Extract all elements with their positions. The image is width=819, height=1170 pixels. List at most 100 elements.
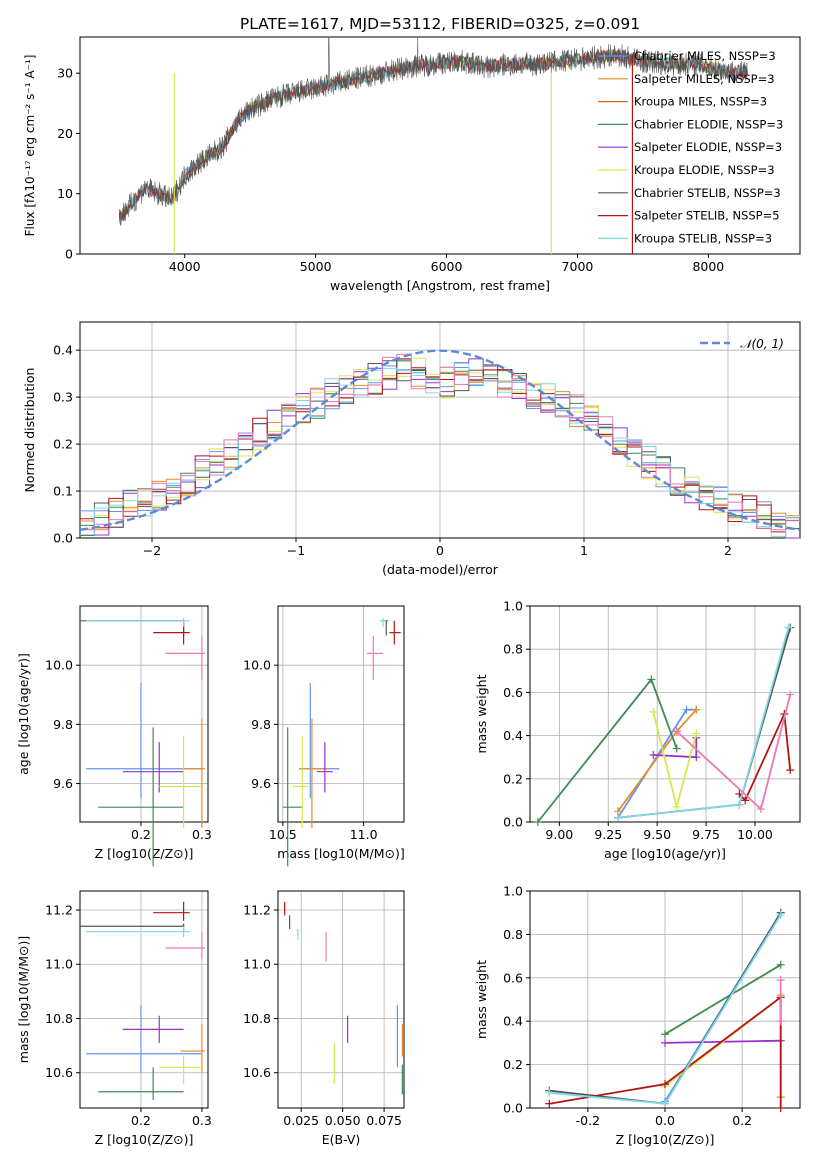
weight_vs_age-marker: [692, 705, 701, 714]
residuals-ytick-label: 0.4: [53, 343, 73, 358]
mass_vs_ebv-ytick-label: 11.0: [243, 957, 271, 972]
weight_vs_age-ytick-label: 0.8: [503, 642, 523, 657]
spectrum-xlabel: wavelength [Angstrom, rest frame]: [330, 278, 550, 293]
weight_vs_Z-ytick-label: 0.0: [503, 1101, 523, 1116]
age_vs_mass-xtick-label: 11.0: [350, 827, 378, 842]
weight_vs_Z-xtick-label: 0.2: [732, 1113, 752, 1128]
weight_vs_age-marker: [735, 800, 744, 809]
weight_vs_Z-marker: [776, 1104, 785, 1112]
age_vs_mass-ytick-label: 9.8: [251, 717, 271, 732]
weight_vs_age-frame: [529, 605, 801, 823]
weight_vs_age-series-line: [652, 711, 698, 808]
spectrum-ytick-label: 20: [57, 126, 73, 141]
mass_vs_Z-ytick-label: 10.6: [45, 1065, 73, 1080]
age_vs_mass-xtick-label: 10.5: [269, 827, 297, 842]
mass_vs_ebv-ytick-label: 10.8: [243, 1011, 271, 1026]
residuals-xtick-label: 2: [724, 543, 732, 558]
weight_vs_age-xtick-label: 9.25: [594, 827, 622, 842]
figure-title: PLATE=1617, MJD=53112, FIBERID=0325, z=0…: [240, 15, 640, 33]
weight_vs_age-marker: [786, 690, 795, 699]
weight_vs_age-marker: [647, 675, 656, 684]
age_vs_mass-ytick-label: 9.6: [251, 776, 271, 791]
weight_vs_age-marker: [672, 744, 681, 753]
age_vs_Z-ytick-label: 10.0: [45, 658, 73, 673]
weight_vs_Z-xtick-label: 0.0: [655, 1113, 675, 1128]
spectrum-frame: [79, 36, 801, 255]
spectrum-ytick-label: 0: [65, 247, 73, 262]
mass_vs_Z-frame: [79, 890, 209, 1109]
mass_vs_ebv-xtick-label: 0.050: [325, 1113, 361, 1128]
weight_vs_age-marker: [784, 623, 793, 632]
weight_vs_Z-marker: [776, 910, 785, 919]
residuals-legend-entry: 𝒩(0, 1): [740, 337, 784, 351]
weight_vs_Z-ytick-label: 0.8: [503, 927, 523, 942]
spectrum-xtick-label: 6000: [431, 259, 463, 274]
residuals-ytick-label: 0.3: [53, 390, 73, 405]
age_vs_Z-xtick-label: 0.2: [131, 827, 151, 842]
weight_vs_age-xtick-label: 9.00: [545, 827, 573, 842]
weight_vs_Z-marker: [776, 960, 785, 969]
residuals-xtick-label: 0: [436, 543, 444, 558]
residuals-xlabel: (data-model)/error: [382, 562, 499, 577]
weight_vs_Z-ytick-label: 0.2: [503, 1057, 523, 1072]
weight_vs_Z-ylabel: mass weight: [474, 960, 489, 1039]
age_vs_Z-xtick-label: 0.3: [192, 827, 212, 842]
spectrum-legend-entry: Chabrier ELODIE, NSSP=3: [634, 117, 783, 131]
mass_vs_Z-xlabel: Z [log10(Z/Z⊙)]: [95, 1132, 194, 1147]
spectrum-legend-entry: Kroupa STELIB, NSSP=3: [634, 231, 772, 245]
weight_vs_Z-marker: [661, 1099, 669, 1108]
age_vs_Z-frame: [79, 605, 209, 823]
mass_vs_ebv-xtick-label: 0.075: [366, 1113, 402, 1128]
spectrum-legend-entry: Kroupa MILES, NSSP=3: [634, 95, 767, 109]
weight_vs_age-ytick-label: 0.4: [503, 728, 523, 743]
weight_vs_age-series-line: [617, 627, 790, 819]
weight_vs_Z-marker: [661, 1038, 669, 1047]
mass_vs_Z-xtick-label: 0.2: [131, 1113, 151, 1128]
residuals-xtick-label: 1: [580, 543, 588, 558]
age_vs_mass-ytick-label: 10.0: [243, 658, 271, 673]
residuals-xtick-label: −1: [287, 543, 305, 558]
age_vs_mass-frame: [277, 605, 405, 823]
mass_vs_Z-xtick-label: 0.3: [192, 1113, 212, 1128]
weight_vs_Z-marker: [776, 975, 785, 984]
residuals-ylabel: Normed distribution: [22, 368, 37, 493]
weight_vs_Z-marker: [661, 1080, 669, 1089]
weight_vs_Z-marker: [661, 1030, 669, 1039]
spectrum-data-line: [119, 36, 748, 226]
weight_vs_age-series-line: [537, 677, 678, 823]
weight_vs_age-marker: [614, 813, 623, 822]
spectrum-legend-entry: Chabrier MILES, NSSP=3: [634, 49, 776, 63]
weight_vs_age-marker: [692, 729, 701, 738]
spectrum-ylabel: Flux [fλ10⁻¹⁷ erg cm⁻² s⁻¹ A⁻¹]: [23, 55, 37, 237]
weight_vs_age-xtick-label: 9.50: [643, 827, 671, 842]
weight_vs_age-ytick-label: 0.2: [503, 771, 523, 786]
weight_vs_Z-ytick-label: 0.6: [503, 970, 523, 985]
weight_vs_Z-marker: [545, 1099, 554, 1108]
weight_vs_age-marker: [692, 753, 701, 762]
weight_vs_Z-ytick-label: 0.4: [503, 1014, 523, 1029]
weight_vs_Z-series-line: [549, 995, 782, 1108]
normal-curve: [79, 349, 801, 531]
mass_vs_ebv-xlabel: E(B-V): [322, 1132, 361, 1147]
weight_vs_age-marker: [672, 727, 681, 736]
age_vs_Z-ytick-label: 9.6: [53, 776, 73, 791]
residual-histogram-step: [80, 353, 800, 531]
spectrum-legend-entry: Salpeter STELIB, NSSP=5: [634, 209, 780, 223]
weight_vs_age-marker: [649, 707, 658, 716]
spectrum-xtick-label: 5000: [300, 259, 332, 274]
mass_vs_ebv-xtick-label: 0.025: [283, 1113, 319, 1128]
weight_vs_age-marker: [649, 751, 658, 760]
weight_vs_age-ytick-label: 0.6: [503, 685, 523, 700]
mass_vs_Z-ylabel: mass [log10(M/M⊙)]: [16, 936, 31, 1064]
weight_vs_age-xtick-label: 10.00: [737, 827, 773, 842]
weight_vs_Z-ytick-label: 1.0: [503, 884, 523, 899]
spectrum-legend-entry: Kroupa ELODIE, NSSP=3: [634, 163, 775, 177]
spectrum-xtick-label: 4000: [169, 259, 201, 274]
spectrum-ytick-label: 10: [57, 186, 73, 201]
spectrum-ytick-label: 30: [57, 66, 73, 81]
weight_vs_age-marker: [682, 705, 691, 714]
spectrum-legend-entry: Salpeter ELODIE, NSSP=3: [634, 140, 782, 154]
weight_vs_age-ytick-label: 1.0: [503, 599, 523, 614]
weight_vs_age-marker: [672, 802, 681, 811]
residuals-ytick-label: 0.0: [53, 531, 73, 546]
